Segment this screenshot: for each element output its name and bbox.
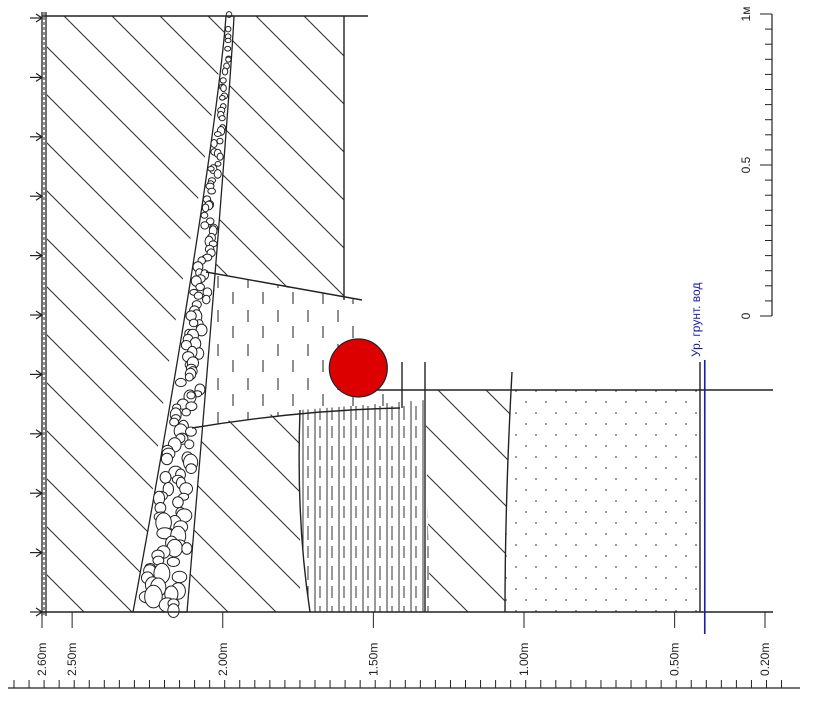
gravel-pebble — [186, 391, 196, 400]
depth-label: 2.60m — [35, 643, 49, 676]
gravel-pebble — [174, 377, 187, 388]
depth-label: 1.00m — [517, 643, 531, 676]
load-arrow-icon — [30, 132, 44, 142]
gravel-pebble — [179, 482, 194, 496]
gravel-pebble — [160, 452, 173, 466]
gravel-pebble — [224, 37, 232, 44]
gravel-pebble — [213, 169, 222, 179]
marker-circle — [328, 338, 388, 398]
gravel-pebble — [201, 203, 210, 213]
gravel-pebble — [216, 152, 224, 161]
gravel-pebble — [144, 584, 163, 609]
gravel-band — [132, 11, 235, 618]
soil-layer-right-hatched — [206, 16, 344, 300]
laminated-layer — [299, 400, 430, 612]
load-arrow-icon — [30, 548, 44, 558]
depth-label: 2.50m — [65, 643, 79, 676]
gravel-pebble — [188, 318, 199, 328]
gravel-pebble — [214, 161, 222, 167]
gravel-pebble — [225, 56, 232, 63]
gravel-pebble — [159, 470, 172, 484]
gravel-pebble — [207, 187, 216, 195]
load-arrow-icon — [30, 429, 44, 439]
side-scale: 1м 0.5 0 — [739, 7, 773, 319]
gravel-pebble — [181, 542, 193, 555]
gravel-pebble — [184, 372, 194, 382]
gravel-pebble — [201, 294, 211, 305]
gravel-pebble — [193, 291, 204, 300]
gravel-pebble — [219, 94, 226, 101]
gravel-pebble — [213, 131, 222, 137]
load-arrow-icon — [30, 369, 44, 379]
gravel-pebble — [171, 570, 188, 584]
load-arrow-icon — [30, 607, 44, 617]
load-arrow-icon — [30, 13, 44, 23]
side-scale-label: 0 — [739, 312, 753, 319]
surface-load-arrows — [30, 13, 44, 617]
depth-label: 1.50m — [366, 643, 380, 676]
gravel-pebble — [207, 165, 215, 172]
gravel-pebble — [185, 463, 197, 474]
gravel-pebble — [184, 426, 197, 437]
depth-ruler: 2.60m 2.50m 2.00m 1.50m 1.00m 0.50m 0.20m — [8, 612, 800, 689]
gravel-pebble — [220, 84, 227, 93]
gravel-pebble — [172, 496, 184, 509]
depth-label: 2.00m — [216, 643, 230, 676]
load-arrow-icon — [30, 72, 44, 82]
load-arrow-icon — [30, 191, 44, 201]
soil-layer-hatched-strip — [425, 390, 512, 612]
gravel-pebble — [200, 211, 209, 219]
load-arrow-icon — [30, 251, 44, 261]
gravel-pebble — [224, 25, 232, 33]
gravel-pebble — [221, 67, 229, 76]
gravel-pebble — [181, 408, 191, 417]
sand-layer-dotted — [505, 390, 700, 612]
gravel-pebble — [216, 137, 224, 145]
groundwater-level-label: Ур. грунт. вод — [689, 283, 703, 357]
gravel-pebble — [219, 77, 227, 84]
load-arrow-icon — [30, 310, 44, 320]
gravel-pebble — [185, 401, 198, 412]
gravel-pebble — [195, 282, 205, 292]
gravel-pebble — [169, 417, 180, 427]
ground-surface-edge — [41, 12, 47, 616]
load-arrow-icon — [30, 488, 44, 498]
depth-label: 0.20m — [758, 643, 772, 676]
gravel-pebble — [224, 45, 232, 52]
gravel-pebble — [200, 221, 210, 230]
soil-layer-upper-hatched — [47, 16, 228, 612]
gravel-pebble — [210, 139, 218, 148]
side-scale-label: 1м — [739, 7, 753, 22]
gravel-pebble — [184, 439, 195, 450]
gravel-pebble — [167, 603, 180, 618]
depth-label: 0.50m — [668, 643, 682, 676]
soil-layer-lower-hatched — [185, 412, 300, 612]
gravel-pebble — [218, 115, 226, 122]
side-scale-label: 0.5 — [739, 156, 753, 173]
gravel-pebble — [166, 556, 181, 568]
